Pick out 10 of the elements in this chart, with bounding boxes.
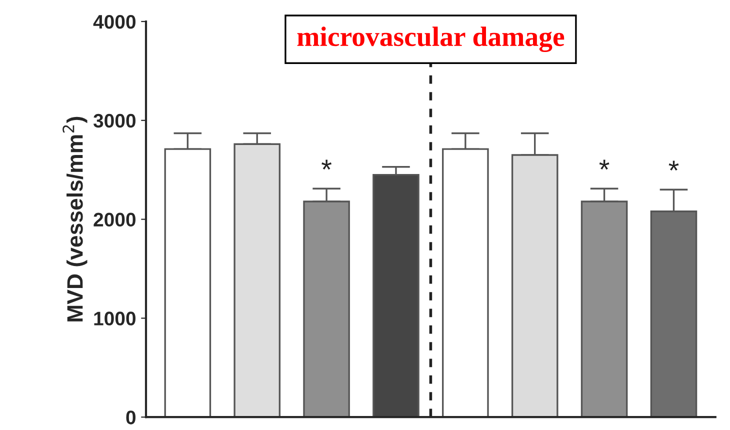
y-tick-label: 0 (126, 410, 136, 424)
y-tick-label: 2000 (94, 212, 136, 227)
y-tick-label: 1000 (94, 312, 136, 326)
y-axis-title: MVD (vessels/mm$^{2}$) (62, 116, 88, 322)
data-label: * (668, 160, 679, 171)
y-tick-label: 4000 (93, 14, 136, 29)
y-tick-label: 3000 (93, 114, 136, 128)
data-label: * (599, 160, 610, 170)
chart-title: microvascular damage (297, 26, 564, 52)
data-label: * (322, 160, 332, 170)
